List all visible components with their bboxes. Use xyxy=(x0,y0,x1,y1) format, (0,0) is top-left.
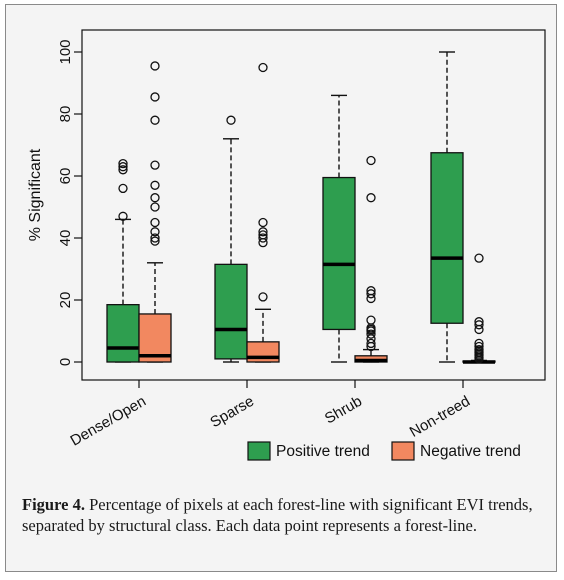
outlier-point xyxy=(474,341,484,352)
box-plot-chart: 0 20 40 60 80 100 % Significant Dense/Open Spars… xyxy=(27,29,546,461)
outlier-point xyxy=(258,62,268,73)
outlier-point xyxy=(258,217,268,228)
y-axis-label: % Significant xyxy=(27,148,44,241)
outlier-point xyxy=(118,211,128,221)
outlier-point xyxy=(118,158,128,169)
caption-text: Percentage of pixels at each forest-line… xyxy=(22,495,533,535)
outlier-point xyxy=(150,202,160,212)
outlier-point xyxy=(150,227,160,237)
outlier-point xyxy=(150,193,160,203)
outlier-point xyxy=(366,338,376,349)
plot-area-border xyxy=(81,29,546,381)
outlier-point xyxy=(150,160,160,170)
outlier-point xyxy=(258,230,268,240)
outlier-point xyxy=(258,227,268,237)
y-tick-label: 40 xyxy=(57,230,74,247)
y-tick-label: 20 xyxy=(57,292,74,309)
outlier-point xyxy=(118,183,128,194)
outlier-point xyxy=(258,233,268,243)
legend-label-positive: Positive trend xyxy=(276,443,370,460)
outlier-point xyxy=(474,344,484,355)
outlier-point xyxy=(150,236,160,246)
outlier-point xyxy=(150,180,160,190)
figure-label: Figure 4. xyxy=(22,495,85,514)
outlier-point xyxy=(150,217,160,228)
outlier-point xyxy=(474,338,484,349)
outlier-point xyxy=(366,193,376,203)
legend-label-negative: Negative trend xyxy=(420,443,521,460)
box-positive xyxy=(214,263,248,360)
figure-frame xyxy=(5,4,557,572)
figure-caption: Figure 4. Percentage of pixels at each f… xyxy=(22,494,542,536)
box-positive xyxy=(322,176,356,331)
legend-swatch-negative xyxy=(391,441,415,461)
y-tick-label: 80 xyxy=(57,106,74,123)
outlier-point xyxy=(226,115,236,125)
x-tick-label: Shrub xyxy=(322,393,365,428)
outlier-point xyxy=(258,292,268,302)
box-negative xyxy=(138,313,172,363)
outlier-point xyxy=(150,115,160,125)
outlier-point xyxy=(118,162,128,172)
y-tick-label: 0 xyxy=(57,358,74,366)
outlier-point xyxy=(150,92,160,102)
y-tick-label: 100 xyxy=(57,39,74,64)
outlier-point xyxy=(366,329,376,339)
x-tick-label: Non-treed xyxy=(407,393,473,441)
outlier-point xyxy=(118,165,128,175)
y-tick-label: 60 xyxy=(57,168,74,185)
outlier-point xyxy=(474,320,484,330)
outlier-point xyxy=(366,289,376,299)
box-positive xyxy=(106,303,140,363)
outlier-point xyxy=(150,61,160,71)
outlier-point xyxy=(150,233,160,243)
outlier-point xyxy=(366,286,376,296)
outlier-point xyxy=(474,253,484,263)
x-tick-label: Sparse xyxy=(207,393,257,431)
outlier-point xyxy=(366,315,376,325)
outlier-point xyxy=(366,155,376,166)
box-positive xyxy=(430,152,464,324)
x-tick-label: Dense/Open xyxy=(68,393,149,450)
outlier-point xyxy=(474,317,484,327)
legend-swatch-positive xyxy=(247,441,271,461)
